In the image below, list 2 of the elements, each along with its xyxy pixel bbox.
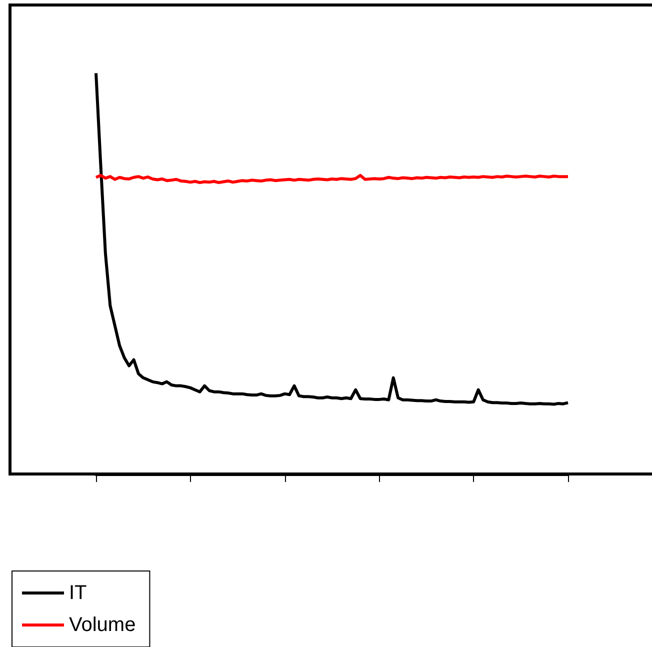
legend-label: Volume — [69, 614, 136, 636]
legend-label: IT — [69, 582, 87, 604]
